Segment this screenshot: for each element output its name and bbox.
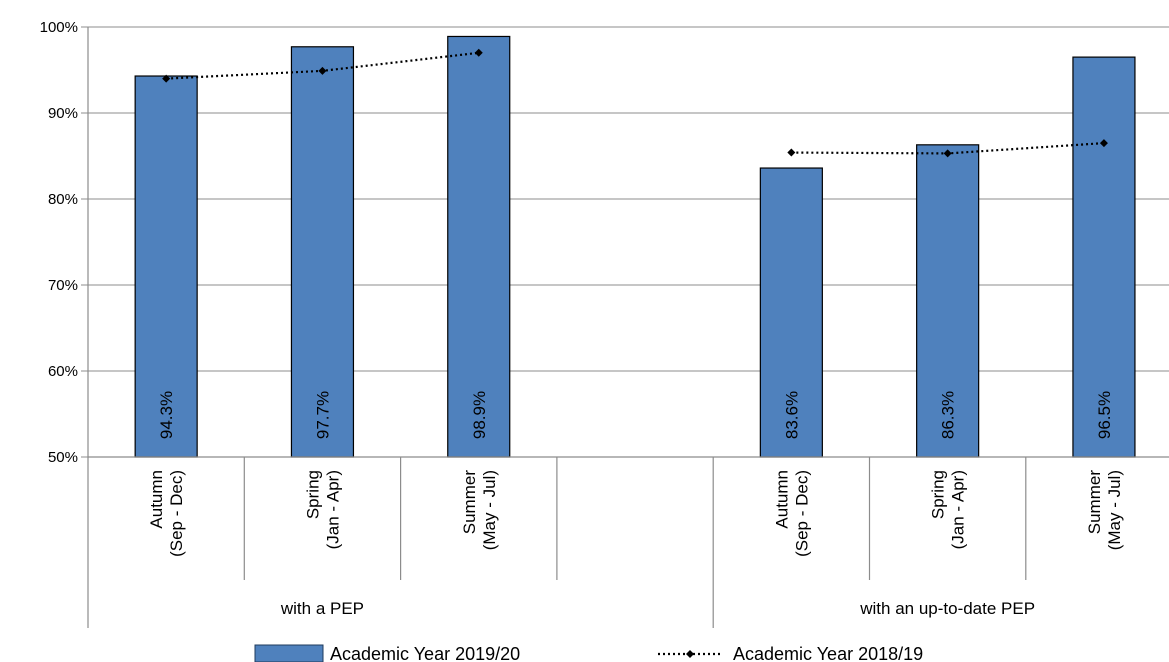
category-label-line2: (Jan - Apr) [949,470,968,549]
series-marker [943,149,952,158]
y-tick-label: 100% [40,19,78,36]
legend: Academic Year 2019/20 Academic Year 2018… [254,644,923,662]
category-label-line1: Summer [460,470,479,535]
series-marker [162,74,171,83]
bar-value-label: 83.6% [782,391,801,439]
category-label-line2: (Jan - Apr) [323,470,342,549]
y-tick-label: 60% [48,363,78,380]
category-label-line1: Autumn [147,470,166,529]
y-tick-label: 70% [48,277,78,294]
bar [134,75,198,458]
category-label-line2: (Sep - Dec) [167,470,186,557]
legend-label-2018-19: Academic Year 2018/19 [733,644,923,662]
bar-value-label: 86.3% [939,391,958,439]
bar-value-label: 98.9% [470,391,489,439]
legend-label-2019-20: Academic Year 2019/20 [330,644,520,662]
category-label-line1: Autumn [772,470,791,529]
y-axis-ticks: 50% 60% 70% 80% 90% 100% [40,19,88,466]
category-label-line2: (Sep - Dec) [792,470,811,557]
series-marker [474,48,483,57]
legend-swatch-marker [686,650,694,658]
category-label-line2: (May - Jul) [480,470,499,550]
y-tick-label: 50% [48,449,78,466]
bar [447,35,511,458]
bars [134,35,1136,458]
bar-value-label: 94.3% [157,391,176,439]
series-marker [318,66,327,75]
bar-labels: 94.3% 97.7% 98.9% 83.6% 86.3% 96.5% [157,391,1114,439]
axes [87,27,1169,628]
group-labels: with a PEP with an up-to-date PEP [280,599,1035,618]
series-marker [787,148,796,157]
category-label-line1: Summer [1085,470,1104,535]
category-labels: Autumn (Sep - Dec) Spring (Jan - Apr) Summer… [147,470,1124,557]
series-line-2018-19 [162,48,1108,158]
legend-swatch-bar [254,644,324,662]
group-label: with an up-to-date PEP [859,599,1035,618]
group-label: with a PEP [280,599,364,618]
bar [1072,56,1136,458]
gridlines [88,26,1169,372]
bar-value-label: 97.7% [313,391,332,439]
bar [916,144,980,458]
bar-value-label: 96.5% [1095,391,1114,439]
category-label-line1: Spring [929,470,948,519]
category-label-line1: Spring [303,470,322,519]
bar [290,46,355,458]
series-marker [1099,139,1108,148]
bar [759,167,823,458]
y-tick-label: 90% [48,105,78,122]
y-tick-label: 80% [48,191,78,208]
category-label-line2: (May - Jul) [1105,470,1124,550]
